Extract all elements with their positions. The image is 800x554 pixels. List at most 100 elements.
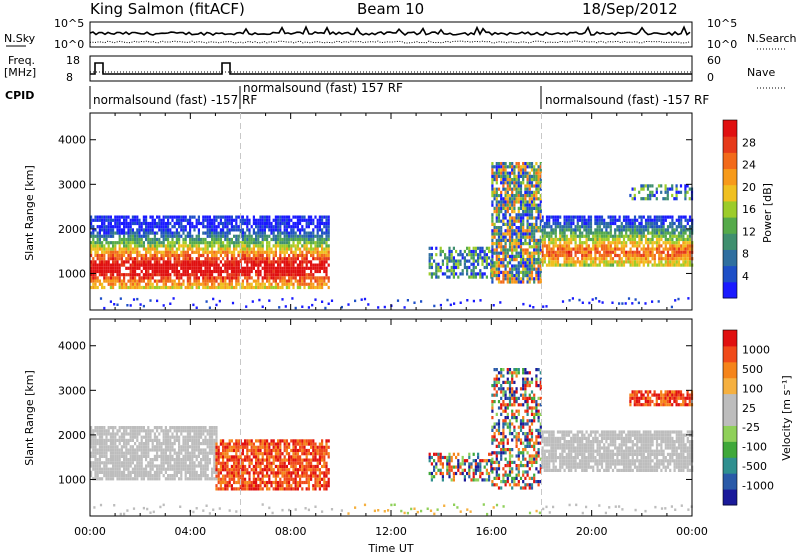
- power-cell-1871: [307, 221, 310, 226]
- power-cell-1932: [314, 269, 317, 274]
- power-cell-3195: [581, 253, 584, 258]
- power-cell-2748: [526, 261, 529, 265]
- power-cell-1198: [228, 263, 231, 267]
- power-cell-3736: [671, 253, 674, 258]
- velocity-cell-667: [193, 442, 196, 446]
- power-cell-1784: [296, 247, 299, 251]
- power-cell-128: [103, 269, 106, 274]
- velocity-cell-662: [193, 426, 196, 430]
- velocity-cell-297: [134, 454, 137, 458]
- power-cell-3744: [673, 241, 676, 245]
- velocity-cell-393: [149, 438, 152, 442]
- power-cell-4004: [571, 297, 574, 300]
- power-cell-540: [151, 253, 154, 258]
- velocity-cell-652: [191, 448, 194, 452]
- power-cell-2289: [495, 200, 498, 204]
- power-cell-3824: [686, 228, 689, 232]
- power-cell-3838: [688, 228, 692, 232]
- power-cell-1256: [235, 273, 238, 277]
- velocity-cell-721: [202, 429, 205, 433]
- power-cell-1202: [228, 279, 231, 283]
- power-cell-3269: [594, 237, 597, 242]
- power-cell-2491: [508, 258, 512, 262]
- power-cell-1620: [279, 228, 282, 232]
- power-cell-1567: [272, 253, 275, 258]
- power-cell-582: [156, 269, 159, 274]
- power-cell-1205: [230, 215, 233, 219]
- velocity-cell-75: [101, 435, 104, 439]
- power-cell-2777: [528, 238, 531, 242]
- power-cell-3151: [574, 231, 577, 235]
- power-cell-2109: [452, 246, 455, 250]
- power-cell-3624: [653, 231, 656, 235]
- power-cell-1526: [268, 225, 271, 229]
- power-cell-145: [105, 266, 108, 270]
- power-cell-1352: [246, 276, 249, 280]
- power-cell-2673: [522, 213, 525, 217]
- power-cell-130: [103, 276, 106, 280]
- velocity-cell-700: [197, 451, 200, 455]
- power-cell-1939: [316, 228, 319, 232]
- power-cell-1783: [296, 244, 299, 248]
- velocity-cell-20: [92, 451, 95, 455]
- power-cell-2829: [533, 194, 536, 198]
- power-cell-1853: [305, 225, 308, 229]
- power-cell-2727: [526, 184, 529, 188]
- power-cell-1515: [266, 260, 269, 264]
- velocity-cell-25: [92, 477, 95, 481]
- power-cell-2328: [497, 232, 501, 236]
- power-cell-798: [182, 228, 185, 232]
- power-cell-1863: [305, 260, 308, 264]
- velocity-cell-189: [118, 426, 121, 430]
- power-cell-302: [123, 285, 126, 290]
- power-cell-1752: [292, 266, 295, 270]
- power-cell-251: [118, 234, 121, 238]
- power-cell-2160: [472, 246, 475, 250]
- power-cell-1443: [257, 279, 260, 283]
- velocity-cell-541: [173, 461, 176, 465]
- velocity-cell-223: [123, 445, 126, 449]
- power-cell-407: [136, 247, 139, 251]
- velocity-cell-731: [202, 470, 205, 474]
- power-cell-1086: [215, 266, 218, 270]
- power-cell-2914: [539, 165, 542, 169]
- power-cell-240: [116, 266, 119, 270]
- power-cell-16: [90, 276, 93, 280]
- power-cell-2882: [537, 165, 540, 169]
- power-cell-637: [162, 266, 165, 270]
- velocity-cell-292: [134, 432, 137, 436]
- power-cell-1402: [252, 263, 255, 267]
- velocity-cell-135: [109, 451, 112, 455]
- power-cell-1582: [274, 234, 277, 238]
- power-cell-2201: [483, 265, 486, 270]
- power-cell-2703: [524, 200, 527, 204]
- power-cell-1479: [261, 260, 264, 264]
- power-cell-1166: [226, 218, 229, 222]
- velocity-cell-492: [167, 429, 170, 433]
- power-cell-3290: [596, 257, 599, 261]
- power-cell-3791: [680, 253, 683, 258]
- velocity-cell-687: [195, 458, 198, 462]
- power-cell-2433: [504, 270, 507, 274]
- power-cell-1541: [268, 279, 271, 283]
- velocity-cell-36: [94, 461, 97, 465]
- power-cell-1633: [279, 269, 282, 274]
- power-cell-3903: [668, 187, 672, 191]
- power-cell-12: [90, 263, 93, 267]
- power-cell-191: [112, 225, 115, 229]
- power-cell-192: [112, 228, 115, 232]
- power-cell-620: [160, 279, 163, 283]
- power-cell-362: [131, 231, 134, 235]
- velocity-cell-581: [180, 458, 183, 462]
- power-cell-2804: [530, 213, 534, 217]
- power-cell-883: [191, 269, 194, 274]
- power-cell-3721: [669, 257, 672, 261]
- velocity-cell-579: [180, 448, 183, 452]
- power-cell-2985: [548, 215, 551, 219]
- power-cell-3667: [660, 237, 663, 242]
- power-cell-2988: [548, 225, 551, 229]
- power-cell-1238: [233, 273, 236, 277]
- velocity-cell-38: [94, 467, 97, 471]
- power-cell-3139: [572, 221, 575, 226]
- power-cell-1903: [310, 282, 313, 286]
